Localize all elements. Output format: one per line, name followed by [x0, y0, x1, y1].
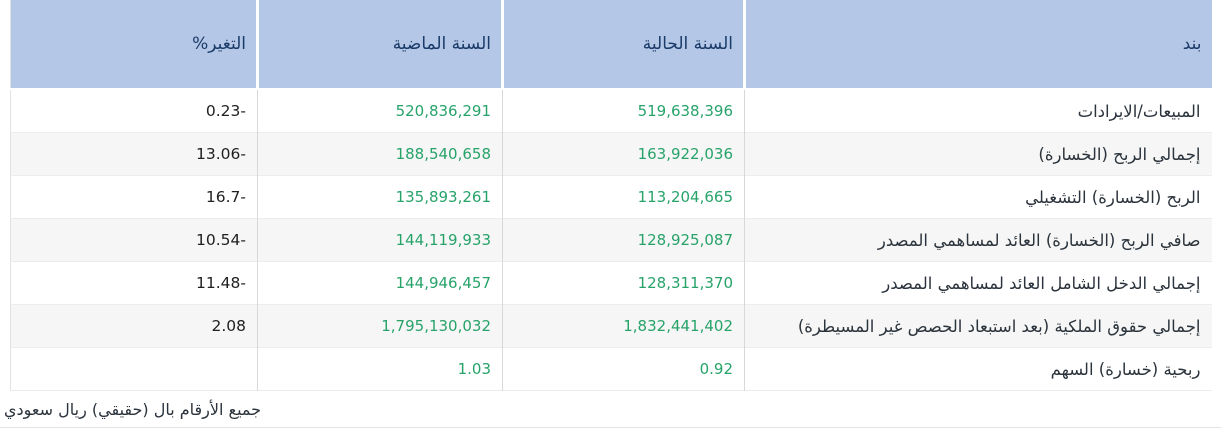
col-header-item: بند — [744, 0, 1212, 90]
table-row: إجمالي الدخل الشامل العائد لمساهمي المصد… — [10, 261, 1212, 305]
previous-year-value: 144,946,457 — [257, 261, 503, 305]
col-header-current-year: السنة الحالية — [502, 0, 746, 90]
previous-year-value: 520,836,291 — [257, 89, 503, 133]
change-pct-value: 2.08 — [10, 304, 258, 348]
item-label: إجمالي الربح (الخسارة) — [1038, 144, 1201, 164]
item-label: إجمالي الدخل الشامل العائد لمساهمي المصد… — [882, 273, 1201, 293]
previous-year-value: 188,540,658 — [257, 132, 503, 176]
previous-year-value: 144,119,933 — [257, 218, 503, 262]
change-pct-value: -11.48 — [10, 261, 258, 305]
previous-year-value: 1.03 — [257, 347, 503, 391]
current-year-value: 0.92 — [502, 347, 745, 391]
financials-table: بند السنة الحالية السنة الماضية التغير% … — [10, 0, 1212, 391]
item-label: إجمالي حقوق الملكية (بعد استبعاد الحصص غ… — [797, 316, 1201, 336]
table-row: إجمالي الربح (الخسارة) 163,922,036 188,5… — [10, 132, 1212, 176]
bottom-divider — [0, 427, 1221, 428]
col-header-change-pct: التغير% — [10, 0, 259, 90]
item-label: المبيعات/الايرادات — [1077, 101, 1201, 121]
table-row: إجمالي حقوق الملكية (بعد استبعاد الحصص غ… — [10, 304, 1212, 348]
table-row: الربح (الخسارة) التشغيلي 113,204,665 135… — [10, 175, 1212, 219]
change-pct-value — [10, 347, 258, 391]
change-pct-value: -0.23 — [10, 89, 258, 133]
previous-year-value: 135,893,261 — [257, 175, 503, 219]
change-pct-value: -13.06 — [10, 132, 258, 176]
table-row: صافي الربح (الخسارة) العائد لمساهمي المص… — [10, 218, 1212, 262]
currency-footnote: جميع الأرقام بال (حقيقي) ريال سعودي — [4, 400, 262, 419]
table-row: المبيعات/الايرادات 519,638,396 520,836,2… — [10, 89, 1212, 133]
col-header-previous-year: السنة الماضية — [257, 0, 504, 90]
current-year-value: 128,925,087 — [502, 218, 745, 262]
current-year-value: 113,204,665 — [502, 175, 745, 219]
table-row: ربحية (خسارة) السهم 0.92 1.03 — [10, 347, 1212, 391]
current-year-value: 1,832,441,402 — [502, 304, 745, 348]
item-label: الربح (الخسارة) التشغيلي — [1025, 187, 1201, 207]
current-year-value: 128,311,370 — [502, 261, 745, 305]
change-pct-value: -16.7 — [10, 175, 258, 219]
current-year-value: 519,638,396 — [502, 89, 745, 133]
item-label: ربحية (خسارة) السهم — [1050, 359, 1201, 379]
change-pct-value: -10.54 — [10, 218, 258, 262]
previous-year-value: 1,795,130,032 — [257, 304, 503, 348]
financial-summary-page: بند السنة الحالية السنة الماضية التغير% … — [10, 0, 1212, 391]
current-year-value: 163,922,036 — [502, 132, 745, 176]
item-label: صافي الربح (الخسارة) العائد لمساهمي المص… — [877, 230, 1201, 250]
table-header-row: بند السنة الحالية السنة الماضية التغير% — [10, 0, 1212, 90]
